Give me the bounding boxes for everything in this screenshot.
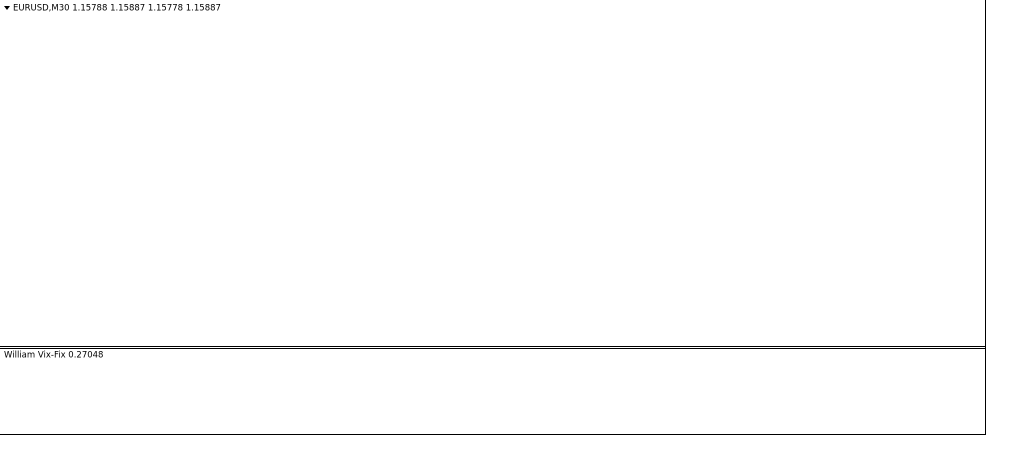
collapse-icon[interactable] [4,6,10,10]
chart-title: EURUSD,M30 1.15788 1.15887 1.15778 1.158… [13,4,221,14]
indicator-title: William Vix-Fix 0.27048 [4,351,103,361]
